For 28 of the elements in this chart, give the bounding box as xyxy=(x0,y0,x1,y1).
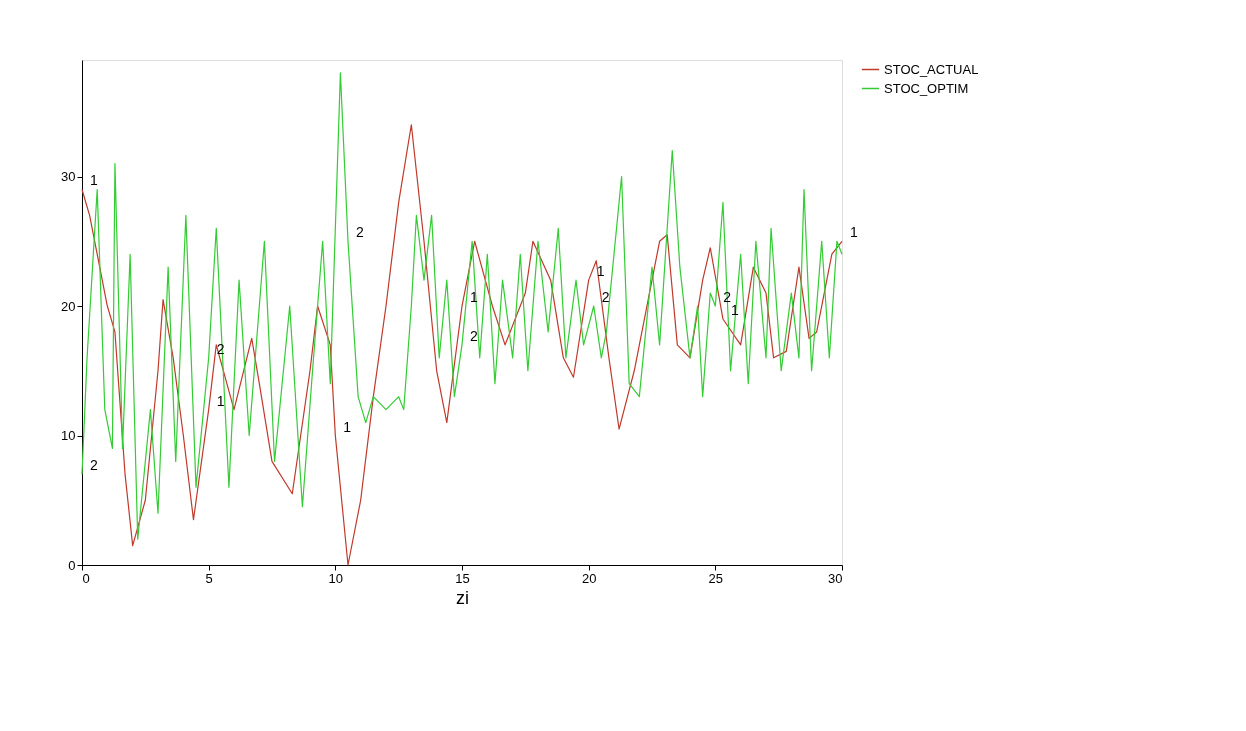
x-tick-label: 30 xyxy=(828,570,843,586)
x-tick-label: 5 xyxy=(205,570,213,586)
x-axis-title: zi xyxy=(456,587,469,608)
annotation: 1 xyxy=(470,289,478,306)
x-tick-label: 25 xyxy=(708,570,724,586)
line-series xyxy=(81,72,843,540)
annotation: 2 xyxy=(601,289,610,306)
y-tick-label: 10 xyxy=(61,428,76,444)
y-tick-label: 0 xyxy=(68,557,76,573)
annotation: 2 xyxy=(90,457,98,474)
x-tick-label: 10 xyxy=(328,570,344,586)
annotation: 1 xyxy=(596,263,605,280)
annotation: 1 xyxy=(850,224,858,241)
annotation: 2 xyxy=(470,327,478,344)
x-tick-label: 20 xyxy=(581,570,597,586)
annotation: 1 xyxy=(343,418,352,435)
annotation: 1 xyxy=(90,172,98,189)
annotation: 1 xyxy=(730,301,739,318)
annotation: 1 xyxy=(216,392,225,409)
y-tick-label: 30 xyxy=(61,169,76,185)
y-tick-label: 20 xyxy=(61,298,76,314)
legend-label: STOC_OPTIM xyxy=(884,80,969,96)
legend-label: STOC_ACTUAL xyxy=(884,61,979,77)
x-tick-label: 0 xyxy=(82,570,90,586)
x-tick-label: 15 xyxy=(455,570,470,586)
annotation: 2 xyxy=(723,289,732,306)
annotation: 2 xyxy=(356,224,364,241)
annotation: 2 xyxy=(216,340,225,357)
